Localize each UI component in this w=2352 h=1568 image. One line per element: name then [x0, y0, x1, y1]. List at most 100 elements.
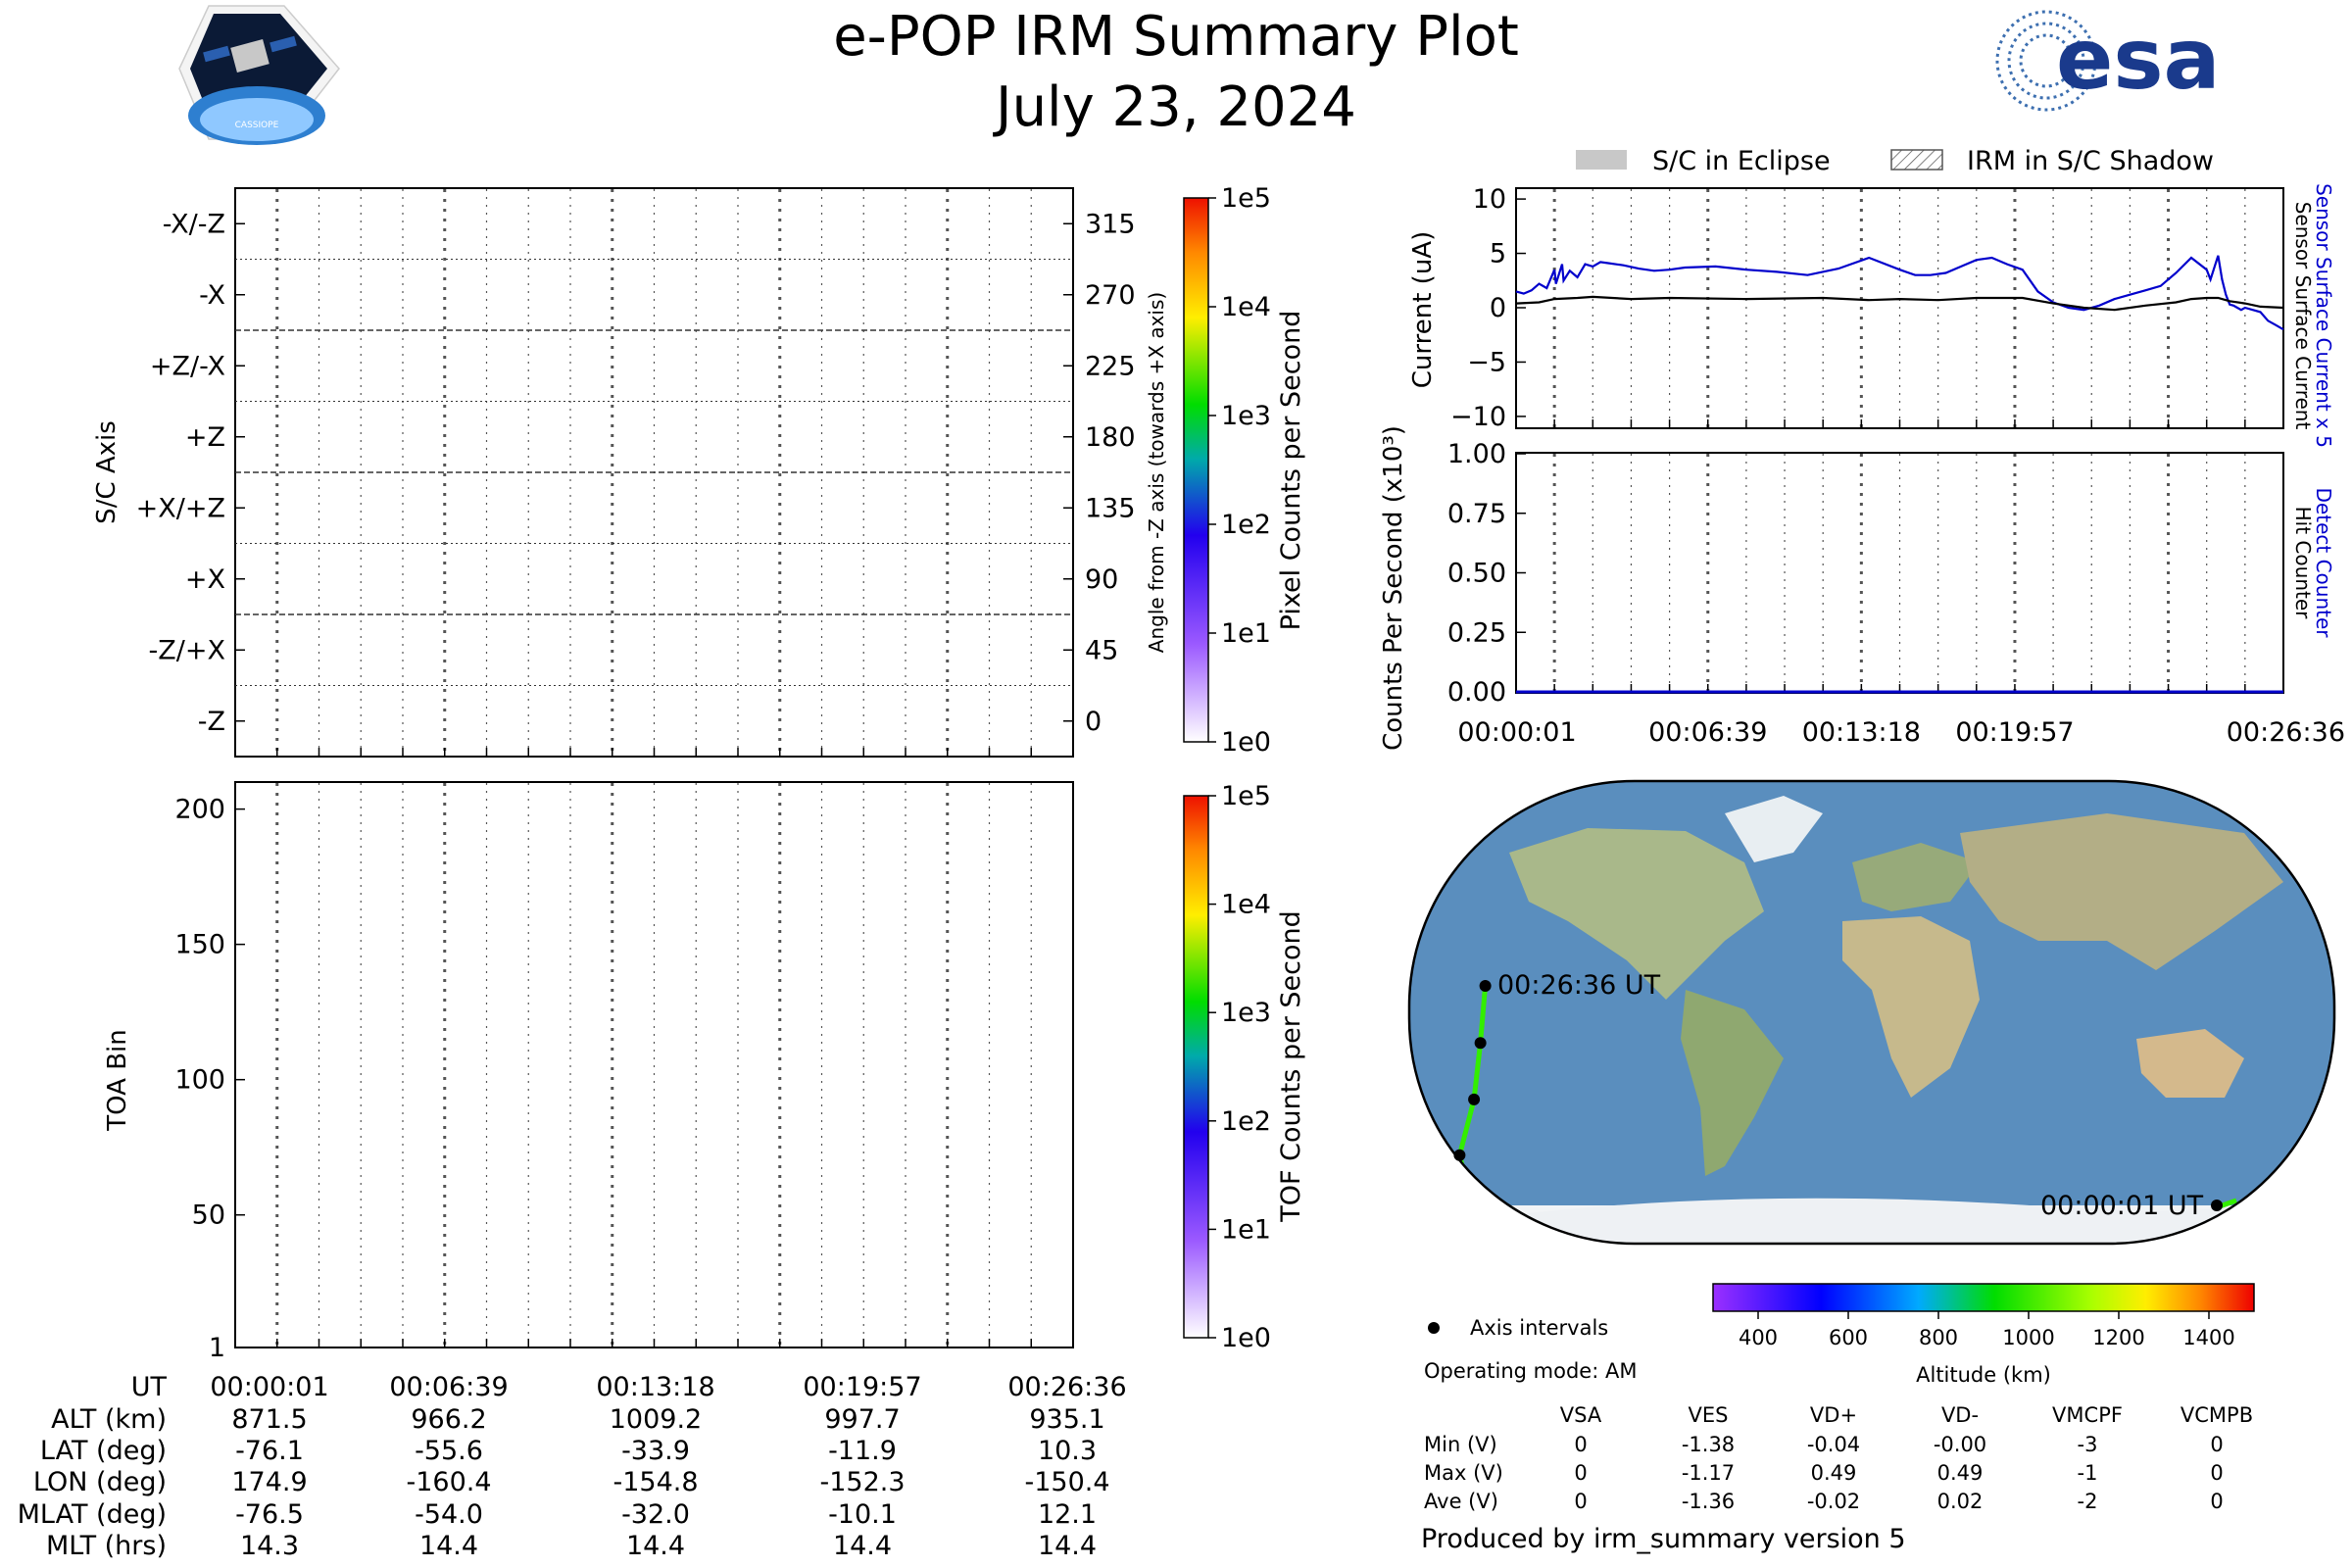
voltage-cell: -0.00 [1934, 1433, 1986, 1456]
eclipse-swatch [1576, 150, 1627, 170]
angle-tick-label: 315 [1085, 209, 1136, 239]
sc-axis-labels: -Z -Z/+X +X +X/+Z +Z +Z/-X -X -X/-Z [136, 209, 245, 737]
colorbar-tick-label: 1e5 [1221, 183, 1271, 214]
ephemeris-cell: 935.1 [1029, 1404, 1104, 1435]
pixel-counts-colorbar: 1e0 1e1 1e2 1e3 1e4 1e5 Pixel Counts per Seco… [1183, 183, 1306, 758]
counts-y-ticks: 0.00 0.25 0.50 0.75 1.00 [1447, 439, 1526, 708]
voltage-cell: -1.36 [1682, 1490, 1735, 1513]
antarctica-coast [1409, 1198, 2334, 1244]
voltage-cell: 0.02 [1937, 1490, 1984, 1513]
ephemeris-cell: -55.6 [415, 1436, 483, 1466]
sc-axis-angle-label: Angle from -Z axis (towards +X axis) [1145, 292, 1168, 653]
voltage-header: VD+ [1810, 1403, 1857, 1427]
voltage-cell: -1.38 [1682, 1433, 1735, 1456]
orbit-interval-dot [1474, 1037, 1487, 1050]
toa-ylabel: TOA Bin [103, 1029, 132, 1131]
colorbar-tick-label: 1e2 [1221, 510, 1271, 540]
voltage-header: VES [1689, 1403, 1729, 1427]
current-tick-label: −5 [1467, 347, 1506, 377]
esa-logo: esa [1995, 10, 2221, 112]
ephemeris-cell: -154.8 [612, 1467, 698, 1497]
voltage-cell: 0 [1574, 1433, 1587, 1456]
counts-x-tick-label: 00:13:18 [1802, 717, 1921, 748]
voltage-header: VD- [1941, 1403, 1979, 1427]
ephemeris-cell: -33.9 [621, 1436, 690, 1466]
current-tick-label: 0 [1490, 293, 1506, 323]
sc-axis-label: +Z/-X [150, 351, 225, 381]
current-panel: 10 5 0 −5 −10 Current (uA) Sensor Surface Cu… [1408, 183, 2335, 448]
colorbar-tick-label: 1e5 [1221, 781, 1271, 811]
colorbar-tick-label: 1e3 [1221, 401, 1271, 431]
orbit-map: 00:26:36 UT 00:00:01 UT [1407, 779, 2336, 1246]
ephemeris-row-label: MLT (hrs) [46, 1531, 167, 1561]
sc-axis-sector-lines [235, 259, 1073, 686]
ephemeris-cell: 174.9 [231, 1467, 307, 1497]
toa-tick-label: 100 [174, 1065, 225, 1096]
colorbar-tick-label: 1e1 [1221, 1214, 1271, 1245]
ut-tick-label: 00:13:18 [596, 1372, 714, 1402]
voltage-cell: -0.04 [1807, 1433, 1860, 1456]
shadow-swatch [1890, 149, 1943, 171]
south-america-shape [1681, 990, 1784, 1176]
toa-tick-label: 150 [174, 930, 225, 960]
toa-tick-label: 50 [192, 1200, 225, 1231]
counts-x-tick-label: 00:06:39 [1648, 717, 1767, 748]
voltage-cell: 0.49 [1811, 1461, 1857, 1485]
voltage-cell: 0 [2210, 1461, 2223, 1485]
sc-axis-label: -Z/+X [149, 635, 225, 665]
counts-tick-label: 0.75 [1447, 499, 1506, 529]
angle-tick-label: 135 [1085, 493, 1136, 523]
tof-counts-colorbar: 1e0 1e1 1e2 1e3 1e4 1e5 TOF Counts per Second [1183, 781, 1306, 1353]
current-tick-label: 5 [1490, 239, 1506, 270]
ephemeris-row-label: LON (deg) [33, 1467, 167, 1497]
greenland-shape [1725, 796, 1823, 862]
sc-axis-panel: -Z -Z/+X +X +X/+Z +Z +Z/-X -X -X/-Z 0 45 90 135 180… [92, 187, 1168, 758]
pixel-colorbar-label: Pixel Counts per Second [1276, 311, 1306, 631]
cassiope-logo-text: CASSIOPE [235, 121, 279, 130]
voltage-cell: -0.02 [1807, 1490, 1860, 1513]
toa-plot-area [234, 781, 1074, 1348]
ephemeris-cell: 14.4 [626, 1531, 685, 1561]
esa-logo-text: esa [2056, 11, 2221, 109]
altitude-tick-label: 1200 [2092, 1326, 2144, 1349]
counts-x-tick-label: 00:26:36 [2227, 717, 2345, 748]
altitude-tick-label: 1400 [2182, 1326, 2234, 1349]
africa-shape [1842, 916, 1980, 1098]
produced-by-label: Produced by irm_summary version 5 [1421, 1524, 1906, 1554]
shadow-legend: S/C in Eclipse IRM in S/C Shadow [1576, 146, 2214, 176]
colorbar-tick-label: 1e3 [1221, 998, 1271, 1028]
figure-date: July 23, 2024 [993, 75, 1356, 139]
colorbar-tick-label: 1e4 [1221, 292, 1271, 322]
info-block: Axis intervals Operating mode: AM VSA VES… [1421, 1316, 2253, 1554]
voltage-cell: -1.17 [1682, 1461, 1735, 1485]
map-border [1407, 779, 2336, 1246]
ephemeris-cell: 871.5 [231, 1404, 307, 1435]
ephemeris-cell: -32.0 [621, 1499, 690, 1530]
ut-tick-label: 00:19:57 [803, 1372, 921, 1402]
voltage-cell: 0 [1574, 1461, 1587, 1485]
voltage-header: VMCPF [2052, 1403, 2123, 1427]
current-right-label-base: Sensor Surface Current [2291, 202, 2315, 430]
sc-axis-label: +X/+Z [136, 493, 225, 523]
ephemeris-cell: 14.4 [833, 1531, 892, 1561]
sc-axis-angle-ticks: 0 45 90 135 180 225 270 315 [1063, 209, 1136, 737]
ephemeris-row-label: UT [131, 1372, 168, 1402]
current-tick-label: 10 [1473, 184, 1506, 215]
voltage-table: VSA VES VD+ VD- VMCPF VCMPB Min (V) 0 -1.38 -0.04… [1424, 1403, 2253, 1513]
voltage-cell: -2 [2078, 1490, 2098, 1513]
angle-tick-label: 180 [1085, 422, 1136, 453]
operating-mode-label: Operating mode: AM [1424, 1359, 1637, 1383]
voltage-cell: 0.49 [1937, 1461, 1984, 1485]
voltage-row-label: Ave (V) [1424, 1490, 1498, 1513]
ephemeris-row-label: MLAT (deg) [18, 1499, 167, 1530]
altitude-tick-label: 600 [1829, 1326, 1868, 1349]
angle-tick-label: 90 [1085, 564, 1118, 595]
ephemeris-cell: -76.5 [235, 1499, 304, 1530]
toa-time-gridlines [275, 783, 1032, 1347]
ephemeris-cell: 14.4 [1038, 1531, 1097, 1561]
voltage-cell: 0 [2210, 1433, 2223, 1456]
ephemeris-cell: -10.1 [828, 1499, 897, 1530]
